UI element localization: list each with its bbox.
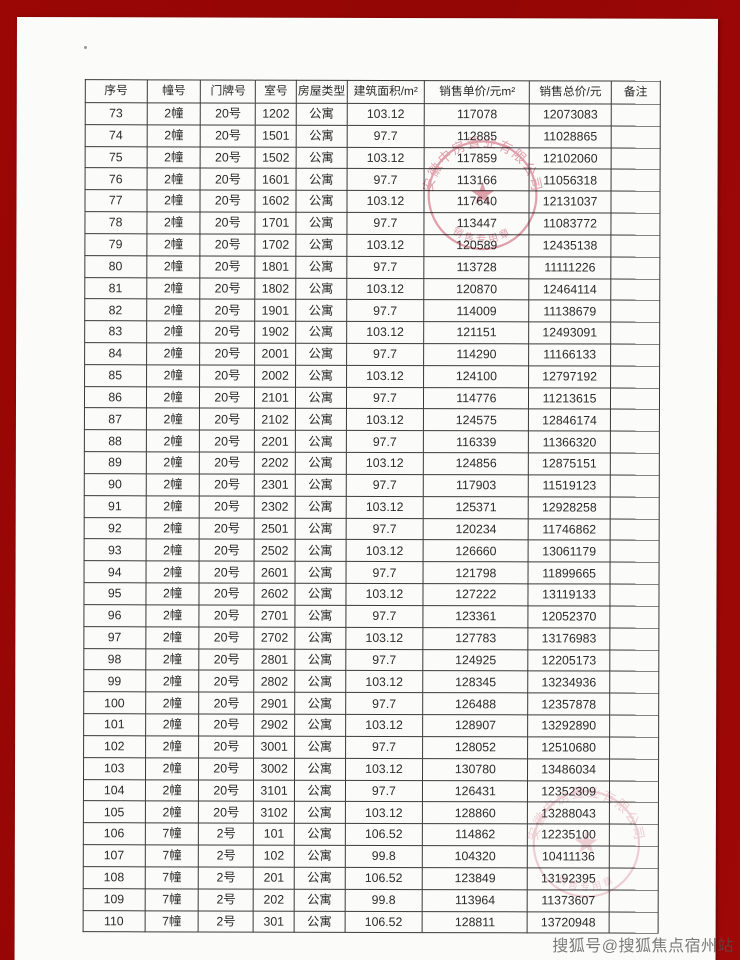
svg-text:销售专用章: 销售专用章	[450, 224, 514, 246]
svg-text:销售专用章: 销售专用章	[555, 872, 618, 893]
